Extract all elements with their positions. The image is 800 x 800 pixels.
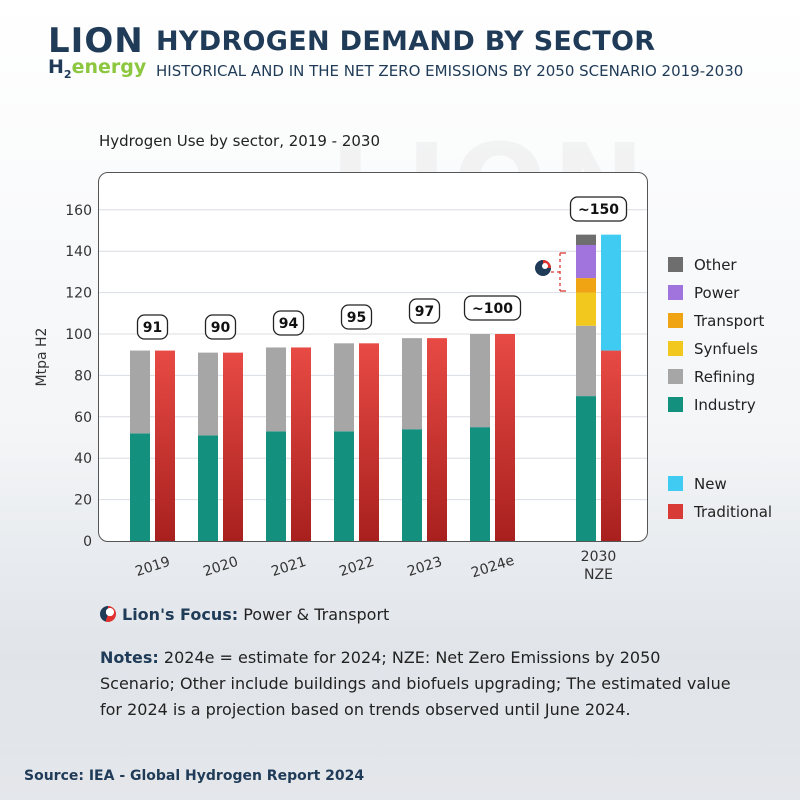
bar-refining — [198, 352, 218, 436]
total-callout-label: 94 — [279, 316, 299, 332]
legend: Other Power Transport Synfuels Refining Indus… — [668, 256, 772, 521]
legend-label: Power — [694, 284, 740, 302]
legend-swatch-refining — [668, 369, 683, 384]
total-callout-label: ~100 — [472, 301, 513, 317]
total-callout-label: ~150 — [578, 202, 619, 218]
bar-traditional — [223, 352, 243, 541]
legend-swatch-other — [668, 257, 683, 272]
x-axis-ticks: 2019 2020 2021 2022 2023 2024e 2030 NZE — [133, 549, 616, 583]
total-callout-box — [408, 298, 441, 324]
x-tick-label: 2022 — [337, 554, 376, 580]
bar-refining — [576, 325, 596, 397]
bar-new — [601, 234, 621, 351]
total-callout-box — [569, 196, 628, 222]
x-tick-label: 2023 — [405, 554, 444, 580]
bar-industry — [334, 431, 354, 541]
bar-industry — [130, 433, 150, 541]
y-tick-label: 20 — [74, 493, 92, 509]
x-tick-label: 2020 — [201, 554, 240, 580]
bar-traditional — [427, 338, 447, 541]
bar-transport — [576, 278, 596, 293]
bar-power — [576, 244, 596, 279]
total-callout-box — [272, 310, 305, 336]
legend-label: New — [694, 475, 727, 493]
logo-wordmark: LION — [48, 21, 144, 61]
notes: Notes: 2024e = estimate for 2024; NZE: N… — [100, 645, 740, 723]
total-callout-box — [204, 314, 237, 340]
y-axis-title: Mtpa H2 — [34, 328, 50, 387]
x-tick-label: 2019 — [133, 554, 172, 580]
lion-focus-icon — [100, 606, 116, 622]
total-callout-label: 97 — [415, 304, 434, 320]
logo-tagline: H2energy — [48, 56, 147, 81]
focus-marker — [535, 252, 566, 292]
bar-refining — [130, 350, 150, 434]
y-tick-label: 140 — [65, 244, 92, 260]
y-tick-label: 40 — [74, 451, 92, 467]
bar-traditional — [495, 334, 515, 541]
total-callouts: 91 90 94 95 97 ~100 ~150 — [136, 196, 628, 340]
source-citation: Source: IEA - Global Hydrogen Report 202… — [24, 768, 365, 784]
legend-swatch-synfuels — [668, 341, 683, 356]
y-tick-label: 160 — [65, 203, 92, 219]
bar-synfuels — [576, 292, 596, 326]
y-tick-label: 60 — [74, 410, 92, 426]
y-tick-label: 80 — [74, 368, 92, 384]
bar-series — [130, 234, 621, 541]
bar-refining — [334, 343, 354, 432]
page-subtitle: HISTORICAL AND IN THE NET ZERO EMISSIONS… — [156, 62, 744, 80]
legend-swatch-transport — [668, 313, 683, 328]
bar-traditional — [359, 343, 379, 541]
legend-label: Refining — [694, 368, 755, 386]
company-logo: LION H2energy — [48, 24, 146, 81]
focus-text: Power & Transport — [243, 605, 390, 624]
lions-focus: Lion's Focus: Power & Transport — [100, 605, 389, 624]
total-callout-box — [463, 295, 522, 321]
y-tick-label: 100 — [65, 327, 92, 343]
bar-refining — [402, 338, 422, 430]
total-callout-box — [340, 304, 373, 330]
focus-label: Lion's Focus: — [122, 605, 239, 624]
legend-label: Traditional — [693, 503, 772, 521]
notes-label: Notes: — [100, 648, 159, 667]
bar-industry — [576, 396, 596, 541]
notes-text: 2024e = estimate for 2024; NZE: Net Zero… — [100, 648, 731, 719]
bar-other — [576, 234, 596, 245]
legend-swatch-traditional — [668, 504, 683, 519]
legend-label: Other — [694, 256, 737, 274]
x-tick-label: NZE — [584, 567, 613, 583]
bar-traditional — [291, 347, 311, 541]
bar-industry — [198, 435, 218, 541]
legend-label: Synfuels — [694, 340, 758, 358]
x-tick-label: 2024e — [469, 553, 516, 582]
legend-label: Industry — [694, 396, 756, 414]
bar-industry — [402, 429, 422, 541]
bar-refining — [470, 334, 490, 428]
bar-industry — [470, 427, 490, 541]
total-callout-box — [136, 314, 169, 340]
x-tick-label: 2021 — [269, 554, 308, 580]
total-callout-label: 95 — [347, 310, 366, 326]
x-tick-label: 2030 — [581, 549, 617, 565]
legend-swatch-power — [668, 285, 683, 300]
legend-label: Transport — [693, 312, 765, 330]
legend-swatch-new — [668, 476, 683, 491]
page-title: HYDROGEN DEMAND BY SECTOR — [156, 26, 656, 57]
bar-refining — [266, 347, 286, 432]
y-tick-label: 0 — [83, 534, 92, 550]
bar-industry — [266, 431, 286, 541]
legend-swatch-industry — [668, 397, 683, 412]
total-callout-label: 90 — [211, 320, 231, 336]
total-callout-label: 91 — [143, 320, 162, 336]
chart-title: Hydrogen Use by sector, 2019 - 2030 — [99, 132, 381, 150]
bar-traditional — [155, 350, 175, 541]
y-axis-ticks: 0 20 40 60 80 100 120 140 160 — [65, 203, 92, 550]
bar-traditional — [601, 350, 621, 541]
y-tick-label: 120 — [65, 286, 92, 302]
